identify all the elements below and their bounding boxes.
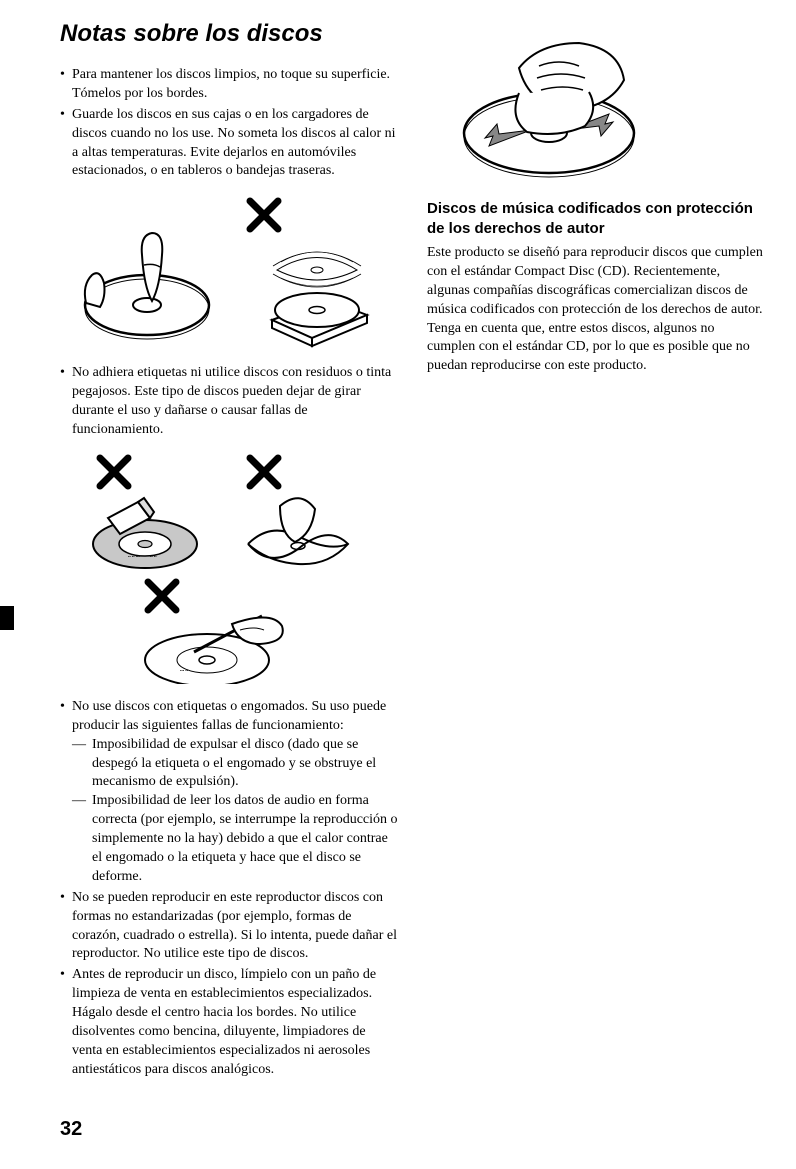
illustration-handling [72, 195, 399, 350]
body-text: Este producto se diseñó para reproducir … [427, 244, 766, 376]
list-item: No se pueden reproducir en este reproduc… [60, 889, 399, 965]
svg-text:••• ••: ••• •• [180, 668, 189, 673]
illustration-labels: •• •• ••• •• •• [72, 454, 399, 684]
page-content: Notas sobre los discos Para mantener los… [0, 0, 796, 1100]
sub-heading: Discos de música codificados con protecc… [427, 199, 766, 238]
bullet-list-mid: No adhiera etiquetas ni utilice discos c… [60, 364, 399, 440]
page-title: Notas sobre los discos [60, 20, 399, 48]
list-item: Antes de reproducir un disco, límpielo c… [60, 966, 399, 1079]
svg-text:•• ••: •• •• [150, 554, 157, 559]
list-item: Para mantener los discos limpios, no toq… [60, 66, 399, 104]
bullet-list-low: No use discos con etiquetas o engomados.… [60, 698, 399, 1080]
dash-list: Imposibilidad de expulsar el disco (dado… [72, 736, 399, 887]
page-number: 32 [60, 1118, 82, 1141]
section-tab [0, 606, 14, 630]
list-item: Guarde los discos en sus cajas o en los … [60, 106, 399, 182]
svg-text:•• •• •••: •• •• ••• [128, 554, 140, 559]
list-item-intro: No use discos con etiquetas o engomados.… [72, 699, 386, 733]
list-item: Imposibilidad de leer los datos de audio… [72, 792, 399, 886]
list-item: No use discos con etiquetas o engomados.… [60, 698, 399, 887]
list-item: No adhiera etiquetas ni utilice discos c… [60, 364, 399, 440]
illustration-clean [439, 20, 766, 185]
bullet-list-top: Para mantener los discos limpios, no toq… [60, 66, 399, 181]
list-item: Imposibilidad de expulsar el disco (dado… [72, 736, 399, 793]
